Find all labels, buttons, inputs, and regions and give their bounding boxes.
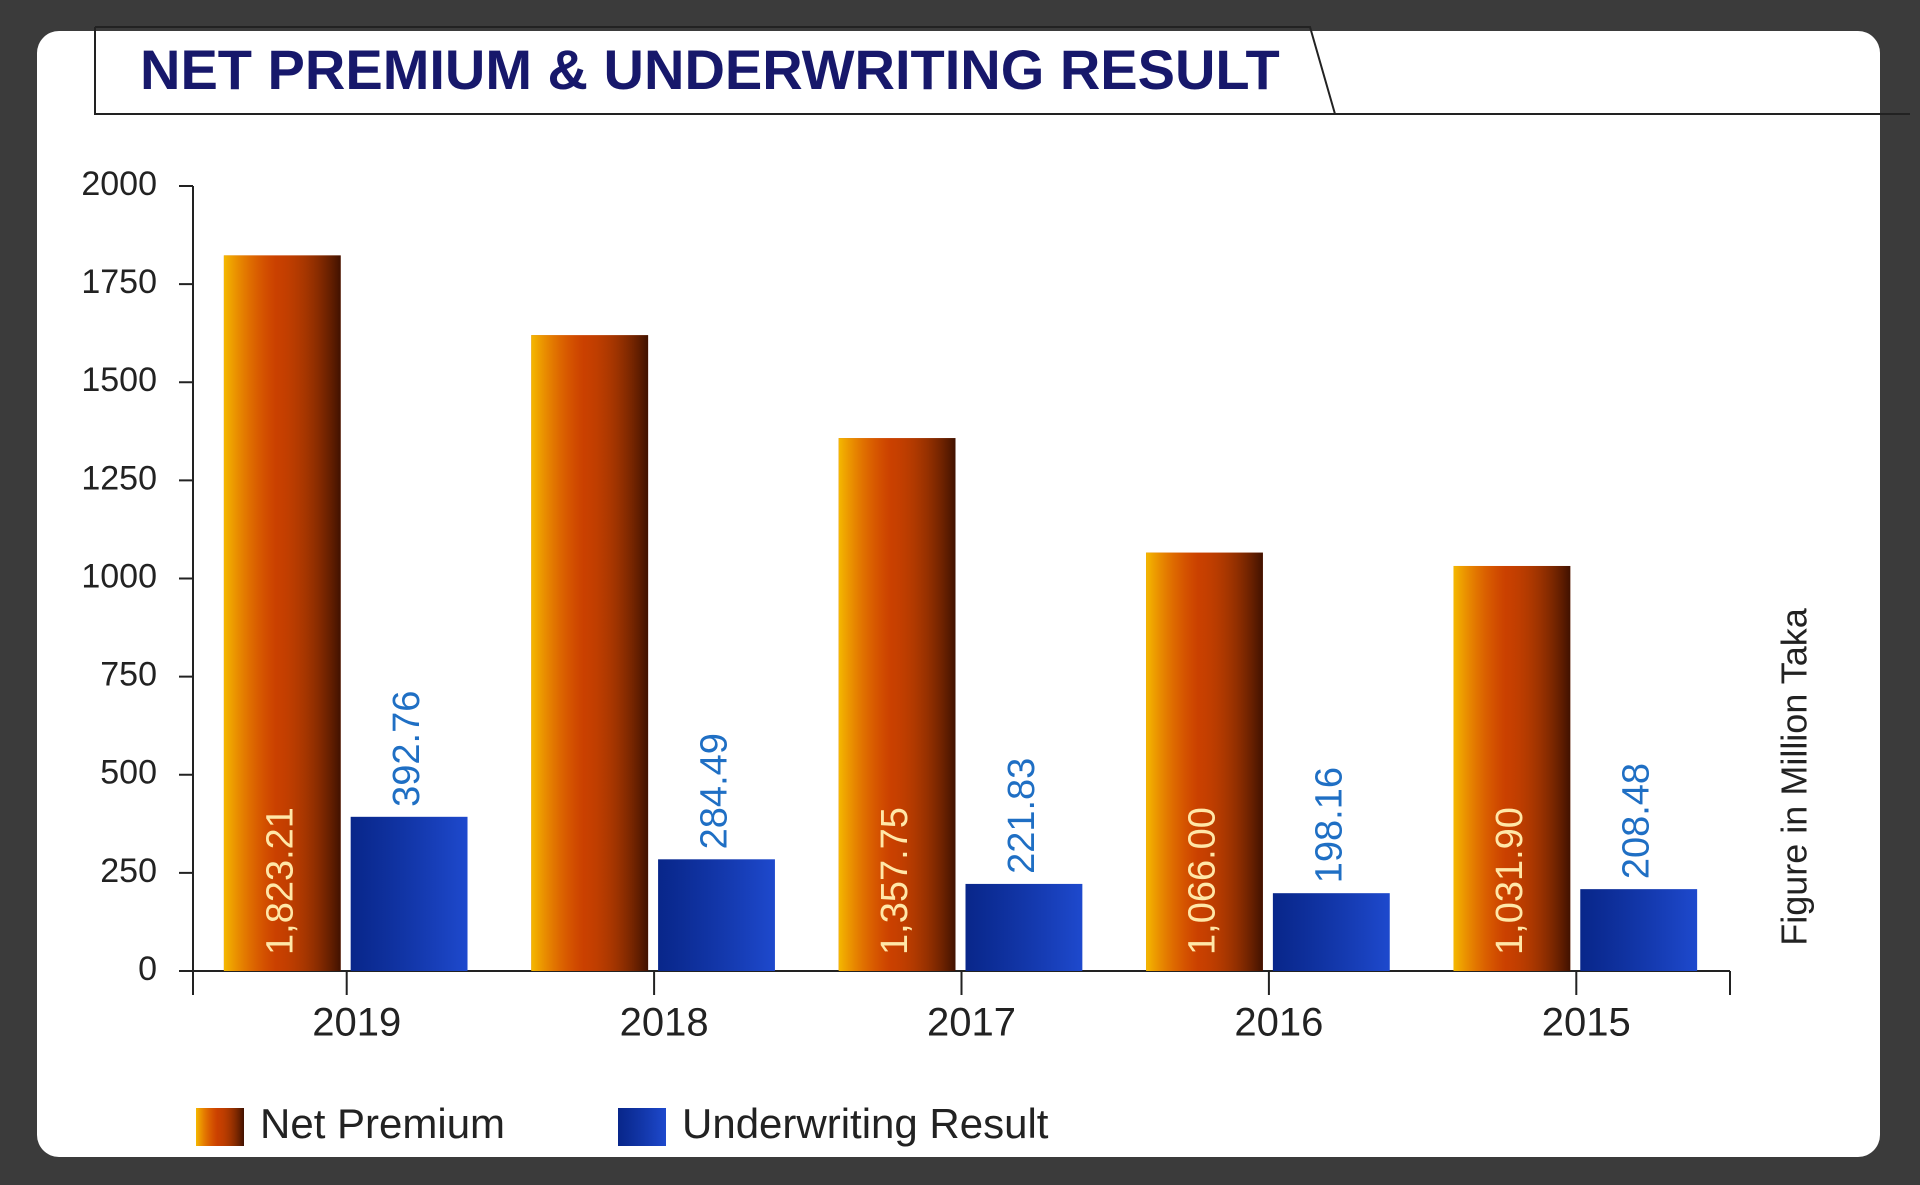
data-label: 284.49 (694, 733, 736, 849)
chart-title: NET PREMIUM & UNDERWRITING RESULT (140, 38, 1280, 101)
bar-shading (658, 859, 775, 971)
title-frame (94, 26, 1910, 115)
x-tick-label: 2018 (620, 1001, 709, 1045)
x-tick-label: 2017 (927, 1001, 1016, 1045)
y-tick-label: 1500 (81, 361, 157, 399)
y-tick-label: 250 (100, 852, 157, 890)
bar-shading (965, 883, 1083, 971)
legend-swatch-shading (618, 1108, 666, 1146)
bar-shading (1272, 893, 1390, 971)
data-label: 221.83 (1001, 758, 1043, 874)
x-tick-label: 2015 (1542, 1001, 1631, 1045)
bar-shading (350, 816, 468, 971)
bar-shading (1146, 552, 1263, 971)
data-label: 1,823.21 (259, 807, 301, 955)
legend-label: Net Premium (260, 1100, 505, 1147)
data-label: 1,066.00 (1182, 807, 1224, 955)
y-tick-label: 0 (138, 950, 157, 988)
y-tick-label: 1250 (81, 459, 157, 497)
data-label: 1,357.75 (874, 807, 916, 955)
data-label: 198.16 (1308, 767, 1350, 883)
legend-swatch-shading (196, 1108, 244, 1146)
y-tick-label: 1000 (81, 557, 157, 595)
x-tick-label: 2016 (1234, 1001, 1323, 1045)
data-label: 208.48 (1616, 763, 1658, 879)
y-axis-label: Figure in Million Taka (1774, 607, 1815, 945)
bar-shading (838, 438, 956, 971)
bar-shading (223, 255, 341, 971)
y-tick-label: 500 (100, 754, 157, 792)
data-label: 392.76 (386, 691, 428, 807)
bar-shading (531, 335, 649, 971)
legend-label: Underwriting Result (682, 1100, 1049, 1147)
bar-shading (1580, 889, 1698, 971)
x-tick-label: 2019 (312, 1001, 401, 1045)
data-label: 1,031.90 (1489, 807, 1531, 955)
y-tick-label: 1750 (81, 263, 157, 301)
bar-shading (1453, 565, 1571, 971)
y-tick-label: 750 (100, 656, 157, 694)
y-tick-label: 2000 (81, 165, 157, 203)
card (37, 31, 1880, 1157)
